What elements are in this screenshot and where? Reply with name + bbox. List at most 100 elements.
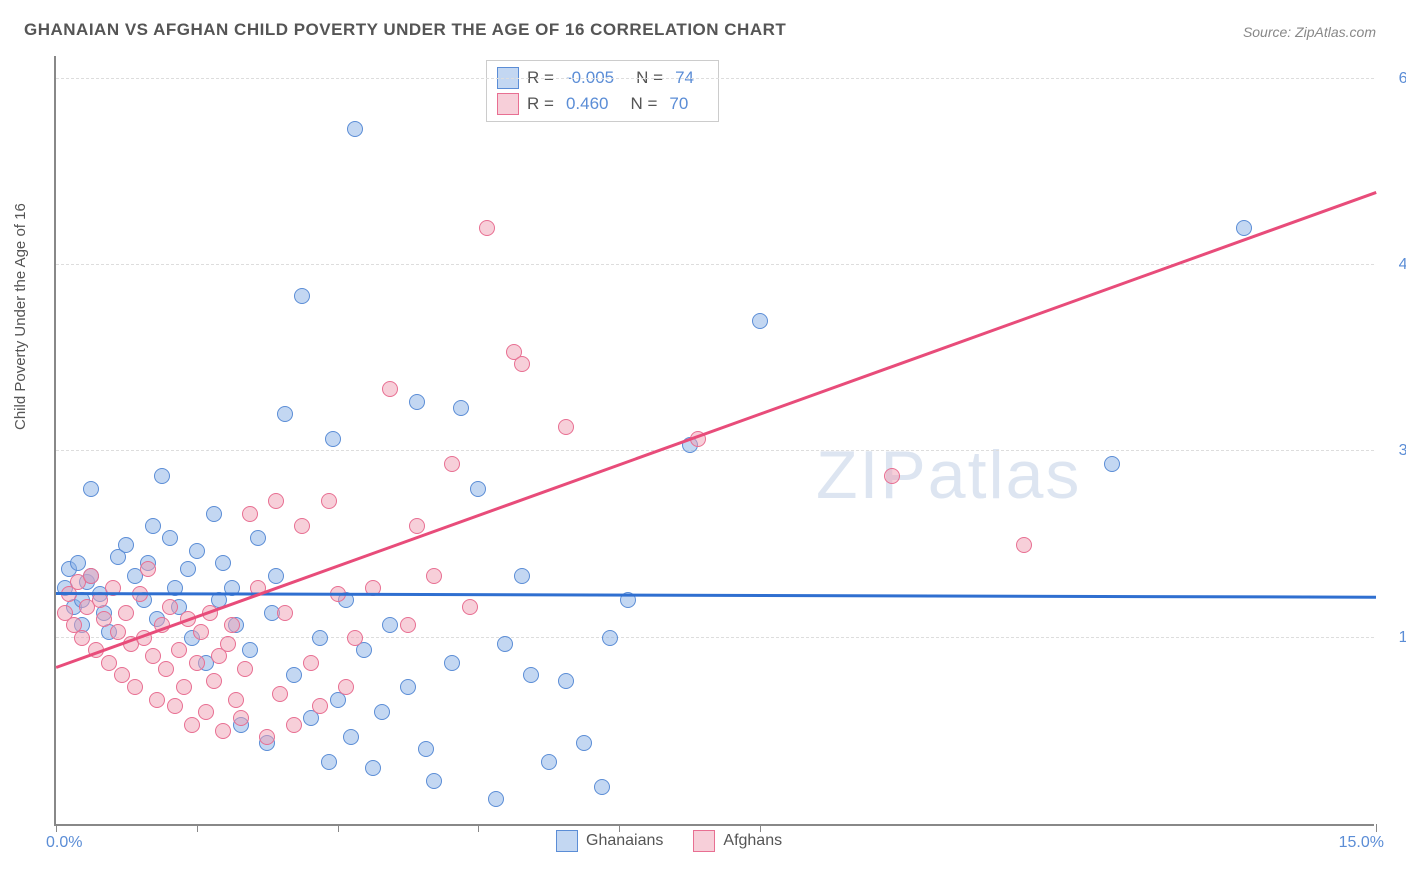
data-point-ghanaians xyxy=(453,400,469,416)
data-point-ghanaians xyxy=(497,636,513,652)
data-point-ghanaians xyxy=(365,760,381,776)
legend-item-ghanaians: Ghanaians xyxy=(556,830,663,852)
stat-legend-row-afghans: R = 0.460 N = 70 xyxy=(497,91,708,117)
data-point-afghans xyxy=(96,611,112,627)
data-point-afghans xyxy=(110,624,126,640)
data-point-ghanaians xyxy=(426,773,442,789)
data-point-ghanaians xyxy=(154,468,170,484)
data-point-afghans xyxy=(176,679,192,695)
data-point-afghans xyxy=(426,568,442,584)
data-point-ghanaians xyxy=(343,729,359,745)
data-point-afghans xyxy=(224,617,240,633)
swatch-ghanaians-icon xyxy=(556,830,578,852)
data-point-ghanaians xyxy=(400,679,416,695)
data-point-afghans xyxy=(338,679,354,695)
data-point-ghanaians xyxy=(70,555,86,571)
data-point-ghanaians xyxy=(347,121,363,137)
x-tick xyxy=(338,824,339,832)
r-label: R = xyxy=(527,94,554,114)
x-tick-label-max: 15.0% xyxy=(1339,834,1384,852)
stat-legend-box: R = -0.005 N = 74 R = 0.460 N = 70 xyxy=(486,60,719,122)
data-point-afghans xyxy=(74,630,90,646)
data-point-afghans xyxy=(184,717,200,733)
y-tick-label: 45.0% xyxy=(1384,256,1406,274)
data-point-ghanaians xyxy=(312,630,328,646)
data-point-ghanaians xyxy=(294,288,310,304)
data-point-afghans xyxy=(884,468,900,484)
data-point-afghans xyxy=(312,698,328,714)
data-point-ghanaians xyxy=(382,617,398,633)
data-point-afghans xyxy=(382,381,398,397)
data-point-ghanaians xyxy=(558,673,574,689)
data-point-ghanaians xyxy=(1104,456,1120,472)
data-point-afghans xyxy=(237,661,253,677)
data-point-afghans xyxy=(268,493,284,509)
data-point-ghanaians xyxy=(514,568,530,584)
x-tick xyxy=(619,824,620,832)
x-tick xyxy=(197,824,198,832)
data-point-afghans xyxy=(92,592,108,608)
data-point-ghanaians xyxy=(286,667,302,683)
x-tick xyxy=(760,824,761,832)
swatch-afghans xyxy=(497,93,519,115)
grid-line xyxy=(56,450,1374,451)
data-point-afghans xyxy=(277,605,293,621)
data-point-ghanaians xyxy=(418,741,434,757)
data-point-ghanaians xyxy=(523,667,539,683)
data-point-afghans xyxy=(303,655,319,671)
data-point-afghans xyxy=(158,661,174,677)
legend-label-ghanaians: Ghanaians xyxy=(586,832,663,850)
legend-label-afghans: Afghans xyxy=(723,832,782,850)
data-point-ghanaians xyxy=(325,431,341,447)
data-point-ghanaians xyxy=(488,791,504,807)
data-point-ghanaians xyxy=(180,561,196,577)
data-point-ghanaians xyxy=(409,394,425,410)
r-value-afghans: 0.460 xyxy=(566,94,609,114)
data-point-afghans xyxy=(189,655,205,671)
y-tick-label: 60.0% xyxy=(1384,70,1406,88)
source-label: Source: ZipAtlas.com xyxy=(1243,24,1376,40)
plot-area: ZIPatlas R = -0.005 N = 74 R = 0.460 N =… xyxy=(54,56,1374,826)
data-point-afghans xyxy=(233,710,249,726)
n-value-afghans: 70 xyxy=(669,94,688,114)
data-point-ghanaians xyxy=(576,735,592,751)
data-point-afghans xyxy=(162,599,178,615)
watermark: ZIPatlas xyxy=(816,436,1081,514)
data-point-afghans xyxy=(400,617,416,633)
data-point-ghanaians xyxy=(189,543,205,559)
data-point-ghanaians xyxy=(83,481,99,497)
data-point-afghans xyxy=(286,717,302,733)
data-point-afghans xyxy=(294,518,310,534)
x-tick xyxy=(1376,824,1377,832)
swatch-afghans-icon xyxy=(693,830,715,852)
data-point-ghanaians xyxy=(215,555,231,571)
data-point-afghans xyxy=(242,506,258,522)
data-point-afghans xyxy=(83,568,99,584)
data-point-ghanaians xyxy=(470,481,486,497)
data-point-afghans xyxy=(114,667,130,683)
data-point-afghans xyxy=(228,692,244,708)
chart-title: GHANAIAN VS AFGHAN CHILD POVERTY UNDER T… xyxy=(24,20,786,40)
data-point-ghanaians xyxy=(541,754,557,770)
data-point-afghans xyxy=(220,636,236,652)
data-point-afghans xyxy=(347,630,363,646)
data-point-afghans xyxy=(118,605,134,621)
data-point-afghans xyxy=(514,356,530,372)
data-point-ghanaians xyxy=(321,754,337,770)
data-point-ghanaians xyxy=(444,655,460,671)
y-tick-label: 15.0% xyxy=(1384,629,1406,647)
data-point-afghans xyxy=(149,692,165,708)
y-tick-label: 30.0% xyxy=(1384,442,1406,460)
x-tick-label-min: 0.0% xyxy=(46,834,82,852)
data-point-ghanaians xyxy=(752,313,768,329)
data-point-ghanaians xyxy=(374,704,390,720)
data-point-afghans xyxy=(140,561,156,577)
data-point-ghanaians xyxy=(242,642,258,658)
data-point-ghanaians xyxy=(250,530,266,546)
data-point-ghanaians xyxy=(118,537,134,553)
n-label: N = xyxy=(630,94,657,114)
data-point-afghans xyxy=(215,723,231,739)
data-point-ghanaians xyxy=(277,406,293,422)
data-point-ghanaians xyxy=(1236,220,1252,236)
data-point-afghans xyxy=(1016,537,1032,553)
